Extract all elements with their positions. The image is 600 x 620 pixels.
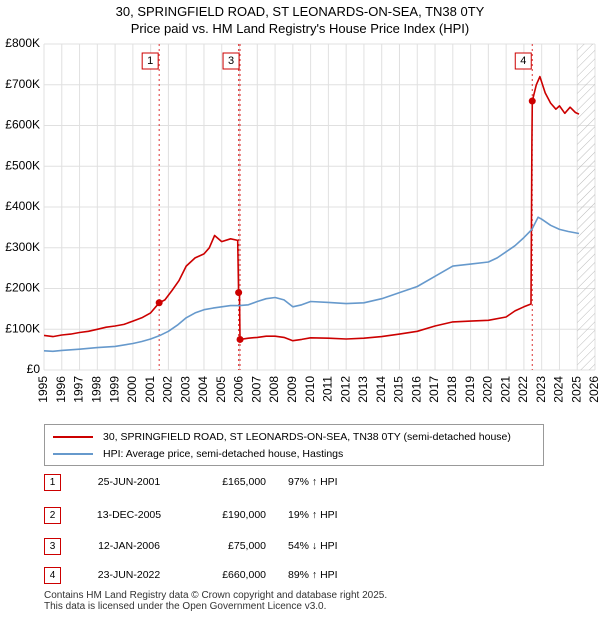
sale-point <box>528 97 536 105</box>
transaction-number: 4 <box>44 567 61 584</box>
transaction-price: £660,000 <box>222 569 266 581</box>
x-tick-label: 2021 <box>498 376 512 403</box>
sale-point <box>236 335 244 343</box>
y-tick-label: £500K <box>5 158 40 172</box>
legend-item-hpi: HPI: Average price, semi-detached house,… <box>53 446 343 462</box>
x-tick-label: 2002 <box>161 376 175 403</box>
sale-marker-box <box>222 52 240 70</box>
x-tick-label: 2023 <box>534 376 548 403</box>
sale-marker-number: 1 <box>147 55 153 67</box>
x-tick-label: 2018 <box>445 376 459 403</box>
y-tick-label: £700K <box>5 77 40 91</box>
y-tick-label: £0 <box>27 362 41 376</box>
x-tick-label: 2006 <box>232 376 246 403</box>
sale-marker-number: 3 <box>228 55 234 67</box>
sale-point <box>235 289 243 297</box>
x-tick-label: 2017 <box>427 376 441 403</box>
chart-title: 30, SPRINGFIELD ROAD, ST LEONARDS-ON-SEA… <box>115 4 485 19</box>
x-tick-label: 2015 <box>392 376 406 403</box>
sale-marker-number: 4 <box>520 55 526 67</box>
y-tick-label: £300K <box>5 240 40 254</box>
y-tick-label: £400K <box>5 199 40 213</box>
x-tick-label: 2011 <box>321 376 335 402</box>
x-tick-label: 2005 <box>214 376 228 403</box>
transaction-hpi: 89% ↑ HPI <box>288 569 338 581</box>
price-chart: 1 3 4 1995 1996 1997 1998 1999 2000 2001 2002 2003… <box>5 36 600 403</box>
transaction-price: £165,000 <box>222 476 266 488</box>
legend-label-property: 30, SPRINGFIELD ROAD, ST LEONARDS-ON-SEA… <box>103 431 511 443</box>
x-tick-label: 2016 <box>409 376 423 403</box>
x-tick-label: 2007 <box>249 376 263 403</box>
transaction-price: £75,000 <box>228 540 266 552</box>
x-tick-label: 2022 <box>516 376 530 403</box>
sale-marker-box <box>514 52 532 70</box>
x-tick-label: 2000 <box>125 376 139 403</box>
sale-point <box>155 299 163 307</box>
transaction-date: 12-JAN-2006 <box>98 540 160 552</box>
x-tick-label: 2020 <box>481 376 495 403</box>
x-tick-label: 2025 <box>569 376 583 403</box>
x-tick-label: 2024 <box>552 376 566 403</box>
transaction-number: 1 <box>44 474 61 491</box>
transaction-date: 13-DEC-2005 <box>96 509 162 521</box>
transaction-hpi: 19% ↑ HPI <box>288 509 338 521</box>
footer-copyright: Contains HM Land Registry data © Crown c… <box>44 590 388 601</box>
chart-subtitle: Price paid vs. HM Land Registry's House … <box>130 21 470 36</box>
x-tick-label: 2012 <box>338 376 352 403</box>
forecast-hatch-region <box>577 44 595 370</box>
sale-marker-box <box>141 52 159 70</box>
x-tick-label: 1999 <box>107 376 121 403</box>
hpi-line <box>44 216 580 353</box>
footer-license: This data is licensed under the Open Gov… <box>44 601 327 612</box>
transaction-number: 2 <box>44 507 61 524</box>
x-tick-label: 1996 <box>54 376 68 403</box>
x-tick-label: 2003 <box>178 376 192 403</box>
y-tick-label: £800K <box>5 36 40 50</box>
property-price-line <box>44 75 580 342</box>
x-tick-label: 2010 <box>303 376 317 403</box>
legend-swatch-hpi <box>53 453 93 455</box>
x-tick-label: 2008 <box>267 376 281 403</box>
transaction-hpi: 54% ↓ HPI <box>288 540 338 552</box>
x-tick-label: 2014 <box>374 376 388 403</box>
legend-item-property: 30, SPRINGFIELD ROAD, ST LEONARDS-ON-SEA… <box>53 429 511 445</box>
transaction-number: 3 <box>44 538 61 555</box>
y-tick-label: £600K <box>5 118 40 132</box>
transaction-date: 25-JUN-2001 <box>97 476 161 488</box>
x-tick-label: 2013 <box>356 376 370 403</box>
transaction-date: 23-JUN-2022 <box>97 569 161 581</box>
x-tick-label: 2009 <box>285 376 299 403</box>
y-tick-label: £200K <box>5 281 40 295</box>
x-tick-label: 2026 <box>587 376 600 403</box>
y-tick-label: £100K <box>5 321 40 335</box>
legend-label-hpi: HPI: Average price, semi-detached house,… <box>103 448 344 460</box>
x-tick-label: 1998 <box>89 376 103 403</box>
x-tick-label: 1997 <box>72 376 86 403</box>
legend-swatch-property <box>53 436 93 438</box>
legend: 30, SPRINGFIELD ROAD, ST LEONARDS-ON-SEA… <box>44 424 544 466</box>
transaction-price: £190,000 <box>222 509 266 521</box>
x-tick-label: 1995 <box>36 376 50 403</box>
x-tick-label: 2001 <box>143 376 157 403</box>
transaction-hpi: 97% ↑ HPI <box>288 476 338 488</box>
x-tick-label: 2004 <box>196 376 210 403</box>
x-tick-label: 2019 <box>463 376 477 403</box>
